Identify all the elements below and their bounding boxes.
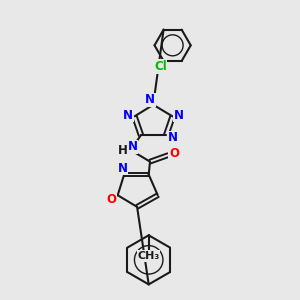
Text: Cl: Cl <box>154 60 167 73</box>
Text: N: N <box>118 162 128 175</box>
Text: H: H <box>118 143 128 157</box>
Text: N: N <box>174 109 184 122</box>
Text: N: N <box>123 109 133 122</box>
Text: O: O <box>106 193 116 206</box>
Text: N: N <box>145 93 155 106</box>
Text: O: O <box>169 147 179 161</box>
Text: N: N <box>128 140 138 153</box>
Text: CH₃: CH₃ <box>138 251 160 261</box>
Text: N: N <box>168 131 178 144</box>
